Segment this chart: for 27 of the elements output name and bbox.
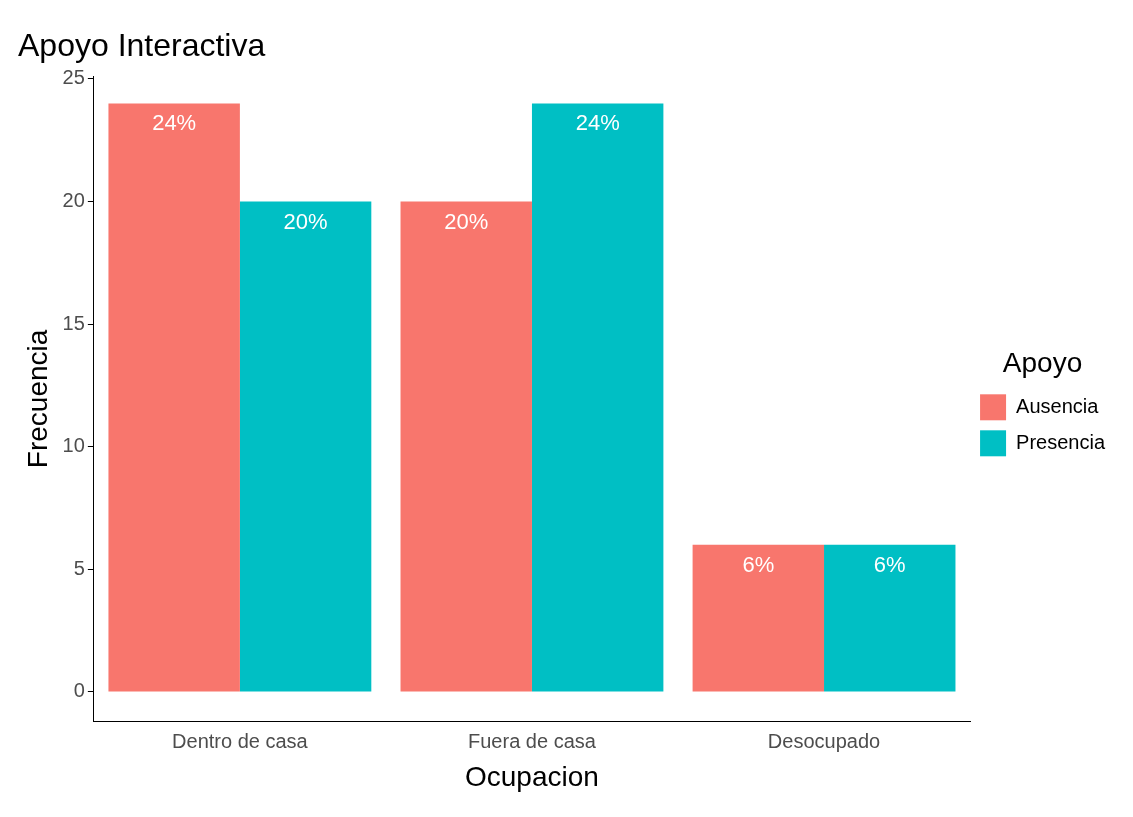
bar: [400, 201, 532, 692]
legend-title: Apoyo: [1002, 347, 1083, 379]
x-tick-label: Dentro de casa: [172, 729, 309, 752]
y-tick-label: 0: [73, 679, 85, 702]
bar: [531, 103, 664, 692]
data-label: 24%: [152, 110, 197, 136]
y-tick-label: 10: [62, 434, 85, 457]
bar: [239, 201, 372, 692]
bar: [108, 103, 240, 692]
y-axis-title: Frecuencia: [21, 329, 53, 469]
x-tick-label: Desocupado: [767, 729, 881, 752]
data-label: 24%: [575, 110, 620, 136]
y-tick-label: 15: [62, 311, 85, 334]
y-tick-label: 20: [62, 188, 85, 211]
x-tick-label: Fuera de casa: [468, 729, 597, 752]
data-label: 6%: [873, 551, 906, 577]
bar: [824, 544, 956, 692]
data-label: 20%: [283, 208, 328, 234]
x-axis-title: Ocupacion: [465, 760, 599, 792]
chart-title: Apoyo Interactiva: [18, 27, 266, 64]
data-label: 20%: [444, 208, 489, 234]
y-tick-label: 5: [73, 556, 85, 579]
legend-label: Ausencia: [1016, 394, 1100, 417]
y-tick-label: 25: [62, 66, 85, 89]
bar: [692, 544, 825, 692]
data-label: 6%: [742, 551, 775, 577]
legend-label: Presencia: [1016, 430, 1106, 453]
